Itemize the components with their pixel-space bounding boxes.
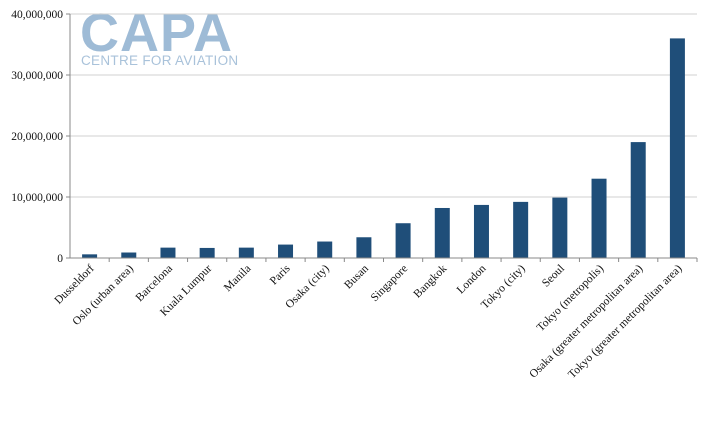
- bar: [552, 197, 568, 258]
- x-tick-label: Seoul: [540, 263, 567, 290]
- x-tick-label: Manila: [222, 263, 254, 295]
- y-tick-label: 40,000,000: [11, 9, 63, 21]
- y-tick-label: 20,000,000: [11, 131, 63, 143]
- bar: [669, 38, 685, 259]
- x-tick-label: Busan: [342, 262, 371, 291]
- y-tick-label: 0: [57, 253, 63, 265]
- y-axis: 0 10,000,000 20,000,000 30,000,000 40,000,00…: [11, 9, 71, 265]
- bar: [395, 223, 411, 258]
- bar: [473, 204, 489, 258]
- bars: [82, 38, 685, 259]
- x-tick-label: Bangkok: [412, 262, 450, 300]
- x-tick-label: London: [455, 262, 489, 296]
- logo-tagline: CENTRE FOR AVIATION: [81, 53, 238, 68]
- bar: [513, 201, 529, 258]
- bar: [630, 142, 646, 258]
- bar: [121, 252, 137, 258]
- y-tick-label: 30,000,000: [11, 70, 63, 82]
- bar: [278, 244, 294, 258]
- x-tick-label: Singapore: [369, 263, 410, 304]
- logo-wordmark: CAPA: [80, 3, 233, 63]
- capa-logo: CAPA CENTRE FOR AVIATION: [80, 3, 238, 68]
- bar: [317, 241, 333, 258]
- bar: [434, 207, 450, 258]
- x-tick-label: Paris: [268, 262, 293, 287]
- bar: [160, 247, 176, 258]
- bar: [82, 254, 98, 258]
- bar: [238, 247, 254, 258]
- bar: [591, 178, 607, 258]
- y-tick-label: 10,000,000: [11, 192, 63, 204]
- bar: [356, 237, 372, 258]
- x-tick-label: Tokyo (metropolis): [535, 263, 606, 334]
- bar: [199, 247, 215, 258]
- x-tick-label: Barcelona: [134, 263, 175, 304]
